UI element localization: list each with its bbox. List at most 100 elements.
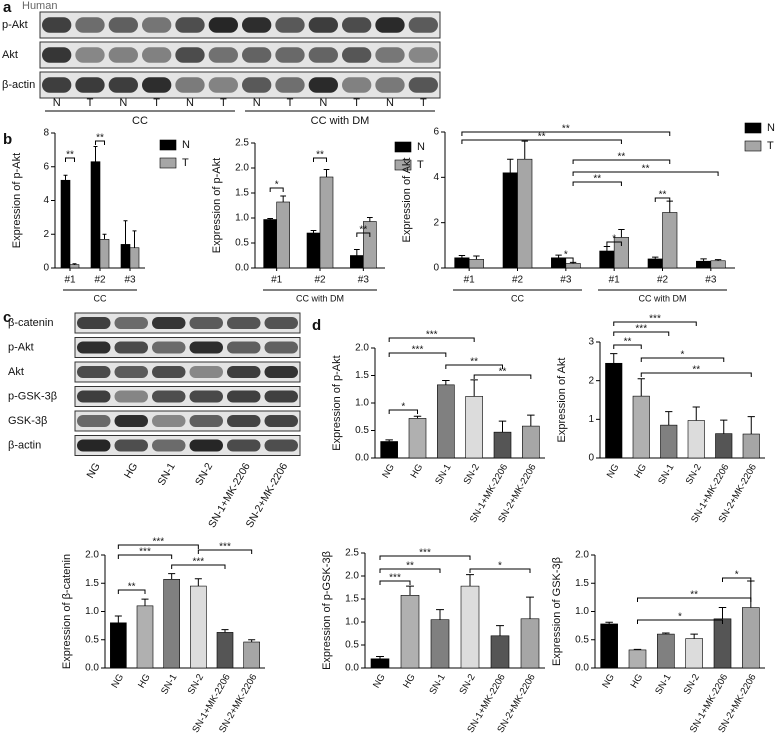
error-bar	[132, 230, 137, 248]
x-tick-label: SN-1	[656, 462, 676, 486]
y-tick-label: 2	[433, 217, 439, 228]
x-tick-label: SN-1	[653, 672, 673, 696]
significance-bracket	[469, 568, 531, 573]
error-bar	[692, 406, 700, 421]
error-bar	[714, 259, 722, 261]
x-tick-label: #3	[560, 275, 572, 286]
blot-band	[227, 439, 261, 452]
y-axis-label: Expression of GSK-3β	[551, 557, 563, 666]
y-tick-label: 1.0	[235, 213, 249, 224]
significance-label: **	[659, 190, 667, 201]
blot-row-label: Akt	[8, 366, 24, 378]
y-tick-label: 3	[588, 337, 594, 348]
blot-row-label: GSK-3β	[8, 415, 47, 427]
blot-band	[264, 317, 298, 329]
blot-band	[77, 317, 111, 329]
y-tick-label: 0.0	[235, 263, 249, 274]
blot-band	[189, 439, 223, 452]
blot-band	[75, 17, 105, 33]
error-bar	[310, 230, 317, 233]
significance-label: *	[678, 612, 682, 623]
lane-label: N	[253, 97, 261, 109]
bar	[502, 172, 518, 269]
significance-bracket	[572, 171, 719, 176]
error-bar	[496, 625, 504, 636]
bar	[599, 250, 615, 269]
significance-label: **	[66, 150, 74, 161]
bar	[69, 264, 80, 269]
significance-bracket	[461, 131, 671, 136]
blot-band	[264, 366, 298, 378]
blot-band	[142, 77, 172, 93]
y-tick-label: 2	[588, 375, 594, 386]
error-bar	[406, 585, 414, 596]
significance-label: **	[470, 357, 478, 368]
bar	[522, 425, 540, 459]
bar	[493, 431, 512, 459]
error-bar	[665, 411, 673, 426]
bar	[600, 623, 618, 669]
blot-band	[264, 390, 298, 403]
significance-bracket	[613, 344, 642, 349]
bar	[696, 260, 712, 269]
significance-bracket	[613, 321, 697, 326]
legend-label: T	[417, 159, 424, 171]
significance-bracket	[117, 589, 146, 594]
error-bar	[93, 146, 98, 162]
lane-label: HG	[122, 461, 140, 481]
blot-band	[75, 47, 105, 63]
bar	[216, 632, 234, 669]
blot-band	[75, 77, 105, 93]
group-label: CC with DM	[638, 293, 686, 303]
group-label: CC	[511, 293, 524, 303]
significance-label: **	[359, 225, 367, 236]
bar	[662, 212, 678, 269]
blot-band	[189, 317, 223, 329]
blot-band	[408, 47, 438, 63]
y-tick-label: 8	[43, 128, 49, 139]
y-tick-label: 2.5	[345, 548, 359, 559]
panel-label: d	[312, 317, 321, 334]
lane-label: SN-2	[193, 461, 215, 488]
blot-band	[375, 17, 405, 33]
x-tick-label: NG	[605, 462, 622, 480]
significance-bracket	[722, 577, 752, 582]
lane-label: N	[186, 97, 194, 109]
blot-band	[175, 47, 205, 63]
blot-band	[242, 17, 272, 33]
error-bar	[385, 439, 393, 442]
bar	[520, 618, 540, 669]
blot-band	[114, 341, 148, 354]
x-tick-label: SN-1	[433, 462, 453, 486]
blot-row-label: Akt	[2, 49, 18, 61]
blot-band	[189, 341, 223, 354]
bar	[190, 585, 207, 669]
error-bar	[141, 598, 149, 606]
significance-bracket	[171, 564, 226, 569]
error-bar	[507, 158, 514, 173]
y-tick-label: 0.0	[355, 453, 369, 464]
significance-label: **	[642, 164, 650, 175]
lane-label: T	[153, 97, 160, 109]
group-label: CC	[132, 115, 148, 127]
significance-label: *	[401, 402, 405, 413]
blot-band	[308, 47, 338, 63]
error-bar	[569, 261, 577, 264]
lane-label: SN-2+MK-2206	[244, 461, 291, 530]
significance-bracket	[117, 554, 173, 559]
error-bar	[662, 632, 670, 635]
lane-label: T	[353, 97, 360, 109]
bar	[460, 585, 480, 669]
significance-label: **	[499, 367, 507, 378]
legend-label: T	[182, 157, 189, 169]
x-tick-label: SN-2	[684, 462, 704, 486]
significance-label: *	[498, 561, 502, 572]
blot-band	[152, 317, 186, 329]
error-bar	[470, 379, 478, 397]
significance-label: **	[593, 174, 601, 185]
error-bar	[498, 420, 507, 433]
significance-label: **	[128, 582, 136, 593]
x-tick-label: #1	[609, 275, 621, 286]
y-tick-label: 1.0	[345, 617, 359, 628]
error-bar	[436, 609, 444, 620]
